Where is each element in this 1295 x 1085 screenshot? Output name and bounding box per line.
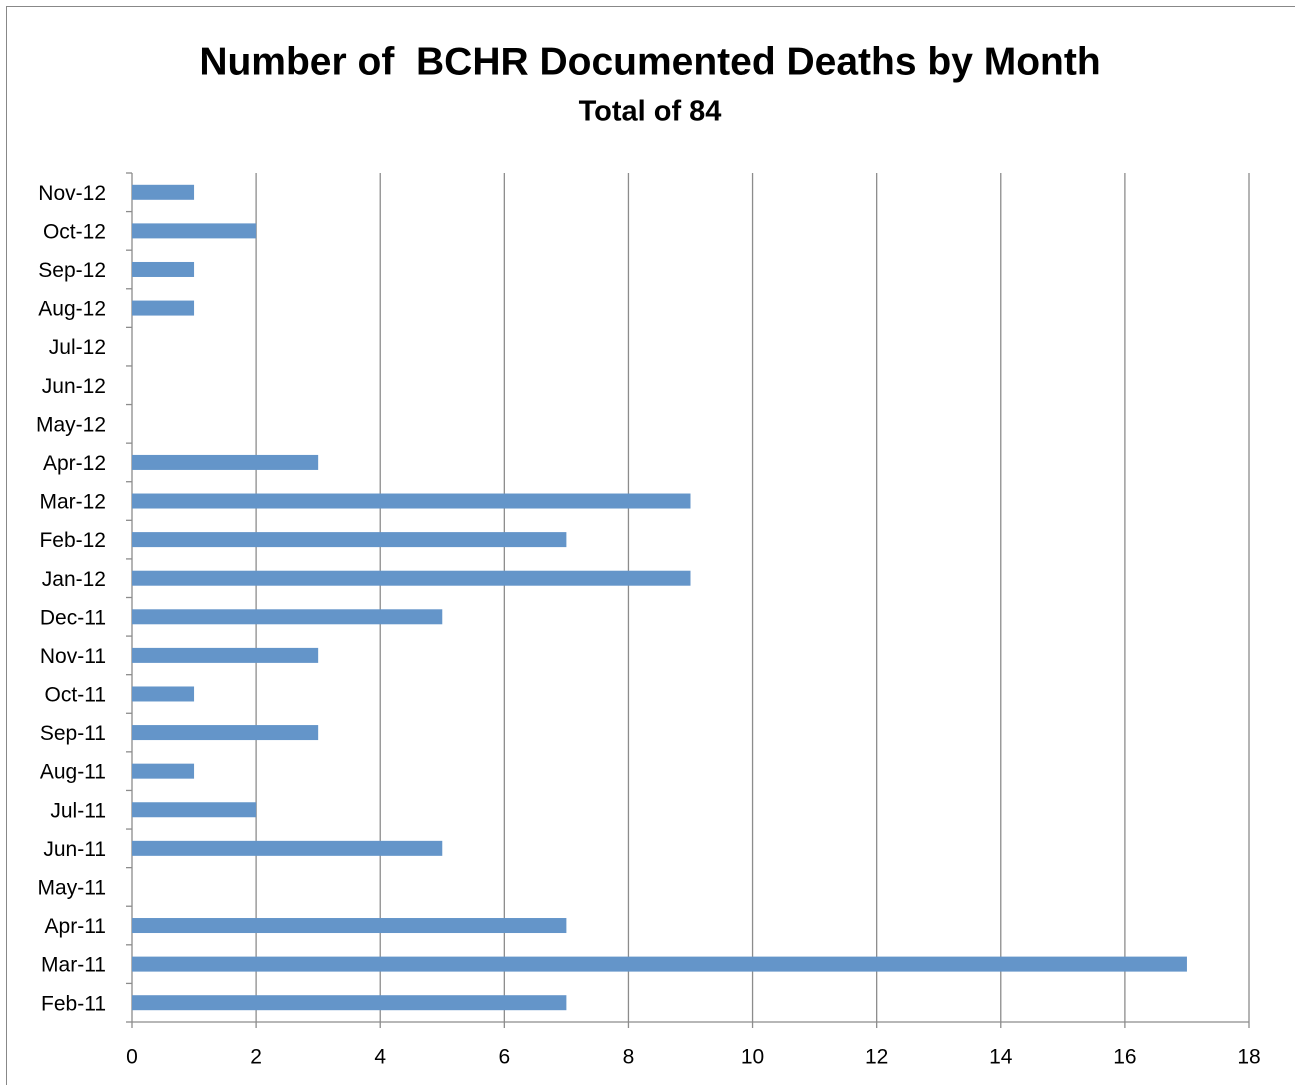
y-tick-label: Dec-11 xyxy=(40,606,106,629)
bar xyxy=(132,570,691,586)
bar xyxy=(132,261,195,277)
chart-title: Number of BCHR Documented Deaths by Mont… xyxy=(199,40,1100,83)
y-tick-label: Aug-11 xyxy=(40,761,106,784)
y-tick-label: Apr-11 xyxy=(45,915,106,938)
y-tick-label: Feb-11 xyxy=(41,992,106,1015)
y-tick-label: Mar-12 xyxy=(39,491,106,514)
bar xyxy=(132,647,319,663)
x-tick-label: 8 xyxy=(623,1046,635,1069)
x-tick-label: 2 xyxy=(250,1046,262,1069)
bar xyxy=(132,918,567,934)
y-tick-label: Mar-11 xyxy=(41,954,106,977)
bar xyxy=(132,725,319,741)
y-tick-label: Jul-11 xyxy=(50,799,106,822)
y-tick-label: Apr-12 xyxy=(43,452,106,475)
bar xyxy=(132,686,195,702)
y-tick-label: Jun-11 xyxy=(43,838,106,861)
y-tick-label: Jul-12 xyxy=(49,336,106,359)
bar xyxy=(132,763,195,779)
y-tick-label: Aug-12 xyxy=(38,298,106,321)
x-tick-label: 14 xyxy=(989,1046,1013,1069)
y-tick-label: Sep-11 xyxy=(40,722,106,745)
y-tick-label: Oct-11 xyxy=(45,684,106,707)
y-tick-label: Oct-12 xyxy=(43,220,106,243)
bar xyxy=(132,609,443,625)
y-tick-label: Feb-12 xyxy=(39,529,106,552)
bar xyxy=(132,532,567,548)
bar xyxy=(132,995,567,1011)
bar xyxy=(132,493,691,509)
x-tick-label: 6 xyxy=(498,1046,510,1069)
y-tick-label: May-11 xyxy=(38,876,106,899)
x-tick-label: 16 xyxy=(1113,1046,1136,1069)
bar xyxy=(132,840,443,856)
bar xyxy=(132,956,1187,972)
bar xyxy=(132,300,195,316)
y-tick-label: Sep-12 xyxy=(38,259,106,282)
y-tick-label: May-12 xyxy=(36,413,106,436)
y-tick-label: Nov-12 xyxy=(38,182,106,205)
chart-subtitle: Total of 84 xyxy=(579,96,722,128)
y-tick-label: Nov-11 xyxy=(40,645,106,668)
bar xyxy=(132,802,257,818)
x-tick-label: 18 xyxy=(1237,1046,1260,1069)
y-tick-label: Jan-12 xyxy=(42,568,106,591)
y-tick-label: Jun-12 xyxy=(42,375,106,398)
bar xyxy=(132,223,257,239)
x-tick-label: 12 xyxy=(865,1046,888,1069)
x-tick-label: 10 xyxy=(741,1046,764,1069)
bar xyxy=(132,184,195,200)
bar xyxy=(132,454,319,470)
x-tick-label: 0 xyxy=(126,1046,138,1069)
x-tick-label: 4 xyxy=(374,1046,386,1069)
